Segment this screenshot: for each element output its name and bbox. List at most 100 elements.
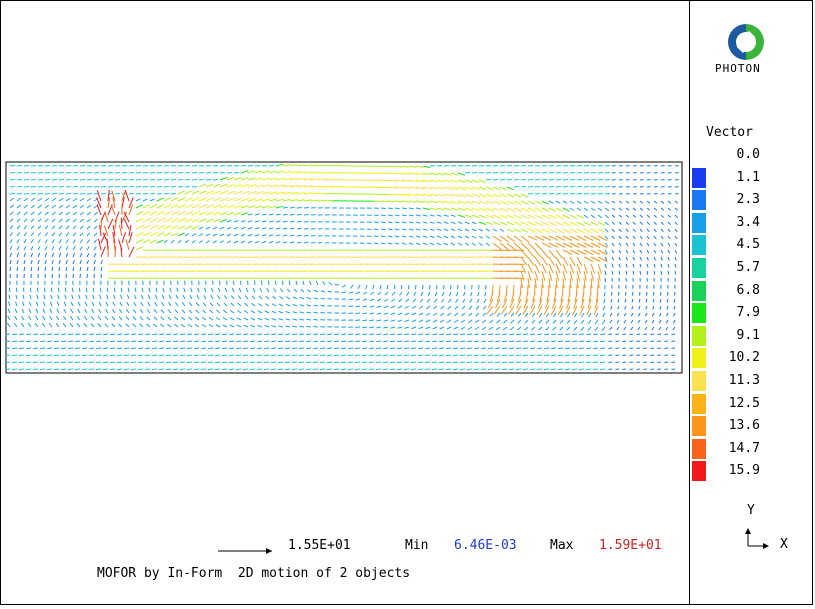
vector-arrow <box>475 327 479 330</box>
vector-arrow <box>292 369 297 370</box>
vector-arrow <box>426 327 430 329</box>
vector-arrow <box>612 271 613 275</box>
vector-arrow <box>666 327 668 330</box>
vector-arrow <box>664 369 668 370</box>
vector-arrow <box>124 334 129 335</box>
vector-arrow <box>391 306 395 308</box>
vector-arrow <box>24 187 29 188</box>
vector-arrow <box>485 292 486 296</box>
vector-arrow <box>502 362 507 363</box>
vector-arrow <box>238 296 241 300</box>
vector-arrow <box>150 173 155 174</box>
vector-arrow <box>622 341 626 342</box>
vector-arrow <box>612 208 615 210</box>
vector-arrow <box>248 214 253 215</box>
vector-arrow <box>325 200 332 201</box>
vector-arrow <box>472 166 477 167</box>
vector-arrow <box>467 341 472 342</box>
vector-arrow <box>535 173 540 174</box>
vector-arrow <box>10 212 13 215</box>
vector-arrow <box>279 319 284 320</box>
vector-arrow <box>73 173 78 174</box>
vector-arrow <box>45 212 49 215</box>
vector-arrow <box>432 334 437 335</box>
vector-arrow <box>605 180 610 181</box>
vector-arrow <box>131 362 136 363</box>
vector-arrow <box>52 187 57 188</box>
vector-arrow <box>306 341 311 342</box>
vector-arrow <box>77 316 80 320</box>
vector-arrow <box>563 229 571 233</box>
vector-arrow <box>140 317 143 320</box>
vector-arrow <box>525 320 528 323</box>
vector-arrow <box>101 187 106 188</box>
vector-arrow <box>633 229 636 232</box>
vector-arrow <box>447 313 451 316</box>
vector-arrow <box>482 327 486 330</box>
vector-arrow <box>619 208 622 210</box>
vector-arrow <box>306 334 311 335</box>
vector-arrow <box>80 246 82 250</box>
vector-arrow <box>290 214 295 215</box>
vector-arrow <box>567 320 570 324</box>
vector-arrow <box>220 177 227 180</box>
vector-arrow <box>325 193 333 194</box>
vector-arrow <box>586 334 591 335</box>
vector-arrow <box>374 229 379 230</box>
vector-arrow <box>28 323 31 327</box>
vector-arrow <box>514 257 524 258</box>
vector-arrow <box>486 229 490 231</box>
vector-arrow <box>196 303 199 307</box>
vector-arrow <box>271 355 276 356</box>
vector-arrow <box>136 232 144 236</box>
vector-arrow <box>441 306 444 309</box>
vector-arrow <box>605 215 609 218</box>
vector-arrow <box>47 348 52 349</box>
vector-arrow <box>192 226 199 229</box>
vector-arrow <box>42 323 45 327</box>
vector-arrow <box>531 327 535 330</box>
vector-arrow <box>376 362 381 363</box>
vector-arrow <box>119 316 122 320</box>
vector-arrow <box>5 334 10 335</box>
vector-arrow <box>293 304 297 306</box>
vector-arrow <box>507 229 514 232</box>
vector-arrow <box>328 291 332 292</box>
vector-arrow <box>64 302 66 306</box>
vector-arrow <box>145 341 150 342</box>
vector-arrow <box>514 229 521 232</box>
vector-arrow <box>264 348 269 349</box>
vector-arrow <box>535 187 540 188</box>
vector-arrow <box>402 201 410 202</box>
vector-arrow <box>269 199 277 201</box>
vector-arrow <box>105 324 108 327</box>
vector-arrow <box>103 334 108 335</box>
vector-arrow <box>143 187 148 188</box>
vector-arrow <box>521 208 529 212</box>
vector-arrow <box>232 288 234 292</box>
vector-arrow <box>66 226 69 229</box>
vector-arrow <box>413 299 416 302</box>
vector-arrow <box>304 172 312 173</box>
vector-arrow <box>542 257 548 266</box>
vector-arrow <box>59 219 62 222</box>
vector-arrow <box>10 187 15 188</box>
vector-arrow <box>213 219 220 222</box>
vector-arrow <box>229 369 234 370</box>
vector-arrow <box>572 348 577 349</box>
vector-arrow <box>213 166 218 167</box>
vector-arrow <box>209 325 213 327</box>
vector-arrow <box>43 316 46 320</box>
vector-arrow <box>668 229 670 232</box>
vector-arrow <box>166 362 171 363</box>
vector-arrow <box>38 194 43 195</box>
vector-arrow <box>500 243 508 249</box>
vector-arrow <box>134 295 136 299</box>
vector-arrow <box>38 219 41 222</box>
vector-arrow <box>605 187 610 188</box>
vector-arrow <box>465 215 472 217</box>
vector-arrow <box>313 327 318 328</box>
vector-arrow <box>528 215 536 219</box>
vector-arrow <box>425 341 430 342</box>
vector-arrow <box>171 180 176 181</box>
